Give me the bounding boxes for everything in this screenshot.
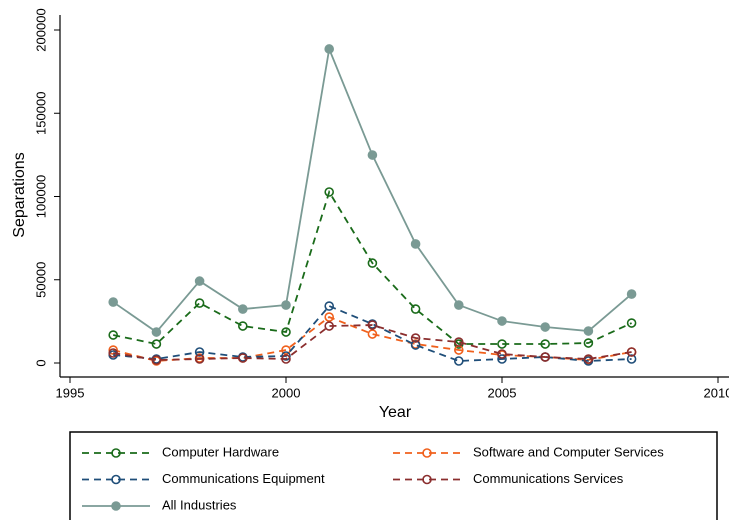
- data-point: [540, 339, 551, 349]
- series-line: [113, 324, 632, 361]
- series-line: [112, 316, 632, 362]
- series-line: [112, 45, 633, 334]
- y-tick-label: 0: [33, 359, 48, 366]
- data-point: [108, 345, 118, 355]
- data-point: [583, 326, 594, 336]
- legend-label: Communications Equipment: [162, 471, 325, 486]
- legend-label: Communications Services: [473, 471, 624, 486]
- x-axis-title: Year: [379, 404, 412, 421]
- legend-marker: [111, 448, 121, 458]
- legend-marker: [422, 474, 432, 485]
- data-point: [324, 312, 335, 322]
- series-line: [113, 304, 632, 362]
- data-point: [497, 339, 507, 349]
- y-axis-title: Separations: [11, 152, 28, 237]
- legend-marker: [111, 474, 121, 485]
- x-tick-label: 2005: [488, 385, 517, 400]
- data-point: [410, 239, 421, 249]
- legend-label: Computer Hardware: [162, 444, 279, 459]
- legend-label: Software and Computer Services: [473, 444, 664, 459]
- data-point: [367, 320, 378, 330]
- data-point: [540, 352, 551, 362]
- data-point: [540, 322, 551, 332]
- legend-box: [69, 431, 718, 520]
- data-point: [324, 321, 335, 331]
- data-point: [194, 347, 205, 357]
- data-point: [626, 318, 637, 328]
- legend-marker: [111, 501, 121, 511]
- x-tick-label: 2010: [704, 385, 729, 400]
- data-point: [194, 276, 205, 286]
- data-point: [151, 355, 162, 365]
- data-point: [108, 348, 118, 358]
- data-point: [626, 347, 637, 357]
- data-point: [151, 327, 162, 337]
- data-point: [497, 349, 507, 359]
- data-point: [367, 258, 378, 268]
- data-point: [324, 187, 335, 197]
- data-point: [497, 354, 507, 364]
- data-point: [410, 333, 421, 343]
- data-point: [626, 354, 637, 364]
- x-tick-label: 1995: [56, 385, 85, 400]
- series-line: [113, 189, 632, 345]
- legend-marker: [422, 448, 432, 458]
- data-point: [626, 289, 637, 299]
- data-point: [238, 321, 248, 331]
- data-point: [281, 327, 291, 337]
- data-point: [194, 298, 205, 308]
- data-point: [281, 351, 291, 361]
- y-tick-label: 150000: [33, 92, 48, 135]
- data-point: [108, 297, 118, 307]
- y-tick-label: 100000: [33, 175, 48, 218]
- data-point: [453, 356, 464, 366]
- data-point: [410, 340, 421, 350]
- data-point: [410, 304, 421, 314]
- data-point: [497, 316, 507, 326]
- y-tick-label: 50000: [33, 262, 48, 298]
- data-point: [194, 354, 205, 364]
- data-point: [583, 338, 594, 348]
- data-point: [281, 354, 291, 364]
- x-tick-label: 2000: [272, 385, 301, 400]
- data-point: [367, 150, 378, 160]
- data-point: [108, 330, 118, 340]
- data-point: [583, 354, 594, 364]
- data-point: [151, 339, 162, 349]
- data-point: [238, 353, 248, 363]
- data-point: [453, 337, 464, 347]
- y-tick-label: 200000: [33, 8, 48, 51]
- data-point: [281, 300, 291, 310]
- data-point: [324, 44, 335, 54]
- data-point: [367, 329, 378, 339]
- data-point: [238, 304, 248, 314]
- legend-label: All Industries: [162, 497, 237, 512]
- data-point: [453, 300, 464, 310]
- data-point: [324, 301, 335, 311]
